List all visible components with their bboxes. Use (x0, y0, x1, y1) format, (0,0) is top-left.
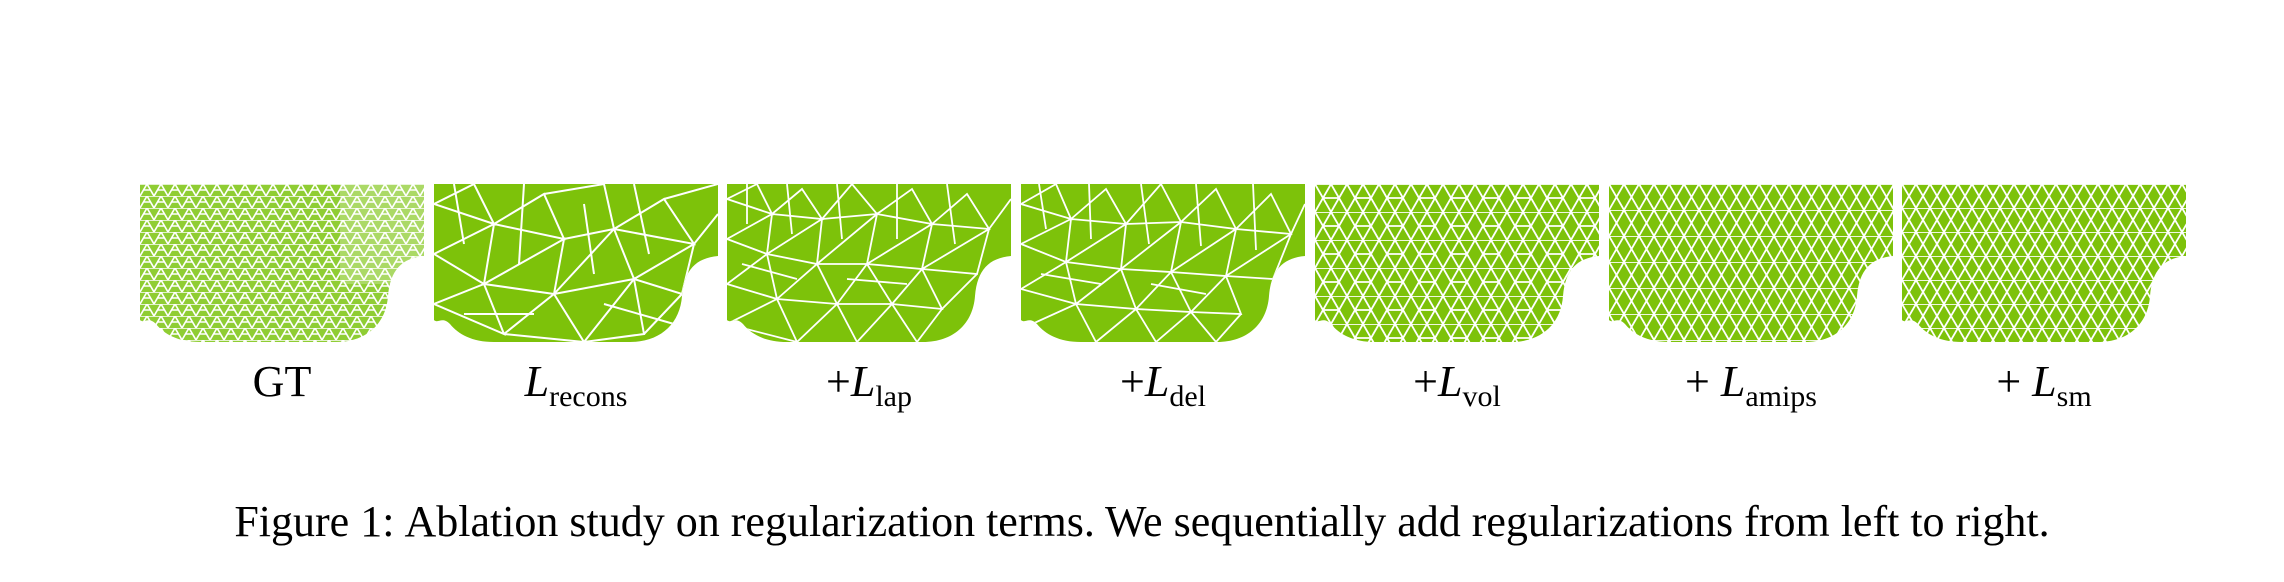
mesh-render-sm (1902, 184, 2186, 342)
mesh-panel-sm (1902, 184, 2186, 342)
label-subscript: vol (1462, 380, 1501, 413)
label-symbol: L (1720, 357, 1746, 406)
figure-caption: Figure 1: Ablation study on regularizatio… (0, 494, 2284, 550)
mesh-panel-vol (1315, 184, 1599, 342)
mesh-panel-gt (140, 184, 424, 342)
label-symbol: L (1144, 357, 1170, 406)
panel-label-amips: + Lamips (1609, 354, 1893, 415)
mesh-panel-recons (434, 184, 718, 342)
label-subscript: amips (1745, 380, 1817, 413)
mesh-render-amips (1609, 184, 1893, 342)
panel-label-lap: +Llap (727, 354, 1011, 415)
label-plus: + (826, 357, 851, 406)
panel-label-recons: Lrecons (434, 354, 718, 415)
mesh-panel-amips (1609, 184, 1893, 342)
label-plus: + (1685, 357, 1721, 406)
caption-label: Figure 1: (234, 497, 395, 546)
label-symbol: L (524, 357, 550, 406)
label-symbol: L (2032, 357, 2057, 406)
caption-text: Ablation study on regularization terms. … (404, 497, 2050, 546)
label-subscript: sm (2056, 380, 2092, 413)
mesh-render-vol (1315, 184, 1599, 342)
label-plus: + (1413, 357, 1438, 406)
panel-label-vol: +Lvol (1315, 354, 1599, 415)
mesh-render-recons (434, 184, 718, 342)
mesh-render-del (1021, 184, 1305, 342)
label-subscript: lap (875, 380, 912, 413)
mesh-render-lap (727, 184, 1011, 342)
mesh-panel-lap (727, 184, 1011, 342)
mesh-render-gt (140, 184, 424, 342)
label-symbol: L (1438, 357, 1463, 406)
label-subscript: recons (549, 380, 628, 413)
label-plus: + (1120, 357, 1145, 406)
label-plus: + (1996, 357, 2033, 406)
panel-label-gt: GT (140, 354, 424, 410)
label-symbol: GT (252, 357, 312, 406)
label-symbol: L (850, 357, 876, 406)
label-subscript: del (1169, 380, 1206, 413)
panel-label-sm: + Lsm (1902, 354, 2186, 415)
mesh-panel-del (1021, 184, 1305, 342)
panel-label-del: +Ldel (1021, 354, 1305, 415)
